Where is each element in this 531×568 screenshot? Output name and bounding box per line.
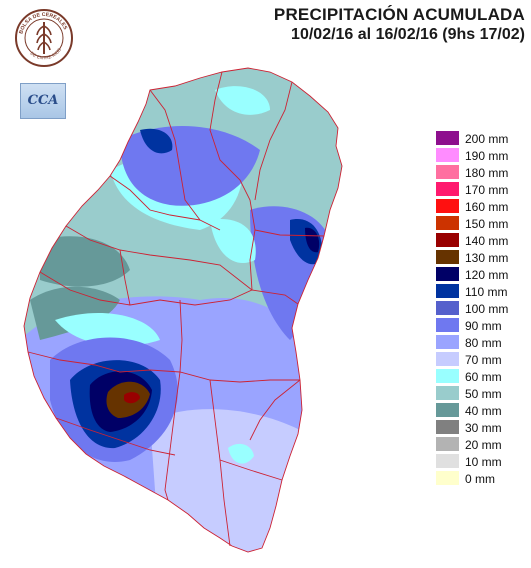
legend-label: 130 mm bbox=[465, 251, 509, 265]
legend-swatch bbox=[436, 250, 459, 264]
legend-swatch bbox=[436, 182, 459, 196]
department-boundaries bbox=[23, 67, 343, 553]
legend-label: 140 mm bbox=[465, 234, 509, 248]
precipitation-fields bbox=[24, 68, 342, 552]
legend-swatch bbox=[436, 369, 459, 383]
legend-label: 80 mm bbox=[465, 336, 502, 350]
map-title-block: PRECIPITACIÓN ACUMULADA 10/02/16 al 16/0… bbox=[225, 4, 525, 45]
legend-swatch bbox=[436, 335, 459, 349]
legend-label: 90 mm bbox=[465, 319, 502, 333]
cca-logo-text: CCA bbox=[27, 93, 59, 108]
legend-label: 180 mm bbox=[465, 166, 509, 180]
legend-label: 150 mm bbox=[465, 217, 509, 231]
legend-label: 120 mm bbox=[465, 268, 509, 282]
legend-swatch bbox=[436, 471, 459, 485]
legend-swatch bbox=[436, 318, 459, 332]
legend-label: 40 mm bbox=[465, 404, 502, 418]
legend-swatch bbox=[436, 420, 459, 434]
legend-label: 50 mm bbox=[465, 387, 502, 401]
legend-label: 170 mm bbox=[465, 183, 509, 197]
map-period: 10/02/16 al 16/02/16 (9hs 17/02) bbox=[291, 26, 525, 43]
legend-swatch bbox=[436, 131, 459, 145]
legend-label: 70 mm bbox=[465, 353, 502, 367]
legend-label: 10 mm bbox=[465, 455, 502, 469]
legend-label: 20 mm bbox=[465, 438, 502, 452]
legend-label: 100 mm bbox=[465, 302, 509, 316]
legend-swatch bbox=[436, 216, 459, 230]
map-title: PRECIPITACIÓN ACUMULADA bbox=[273, 5, 525, 24]
legend-label: 0 mm bbox=[465, 472, 495, 486]
legend-swatch bbox=[436, 233, 459, 247]
legend-swatch bbox=[436, 165, 459, 179]
legend-label: 60 mm bbox=[465, 370, 502, 384]
legend-swatch bbox=[436, 386, 459, 400]
legend-label: 30 mm bbox=[465, 421, 502, 435]
legend-label: 200 mm bbox=[465, 132, 509, 146]
legend-swatch bbox=[436, 148, 459, 162]
legend-swatch bbox=[436, 301, 459, 315]
legend-label: 190 mm bbox=[465, 149, 509, 163]
legend-swatch bbox=[436, 199, 459, 213]
legend-swatch bbox=[436, 284, 459, 298]
legend-label: 160 mm bbox=[465, 200, 509, 214]
legend-swatch bbox=[436, 437, 459, 451]
bolsa-cereales-logo: BOLSA DE CEREALES DE ENTRE RIOS bbox=[15, 9, 73, 67]
legend-swatch bbox=[436, 267, 459, 281]
legend-label: 110 mm bbox=[465, 285, 508, 299]
legend-swatch bbox=[436, 352, 459, 366]
cca-logo: CCA bbox=[20, 83, 66, 119]
legend-swatch bbox=[436, 403, 459, 417]
legend-swatch bbox=[436, 454, 459, 468]
